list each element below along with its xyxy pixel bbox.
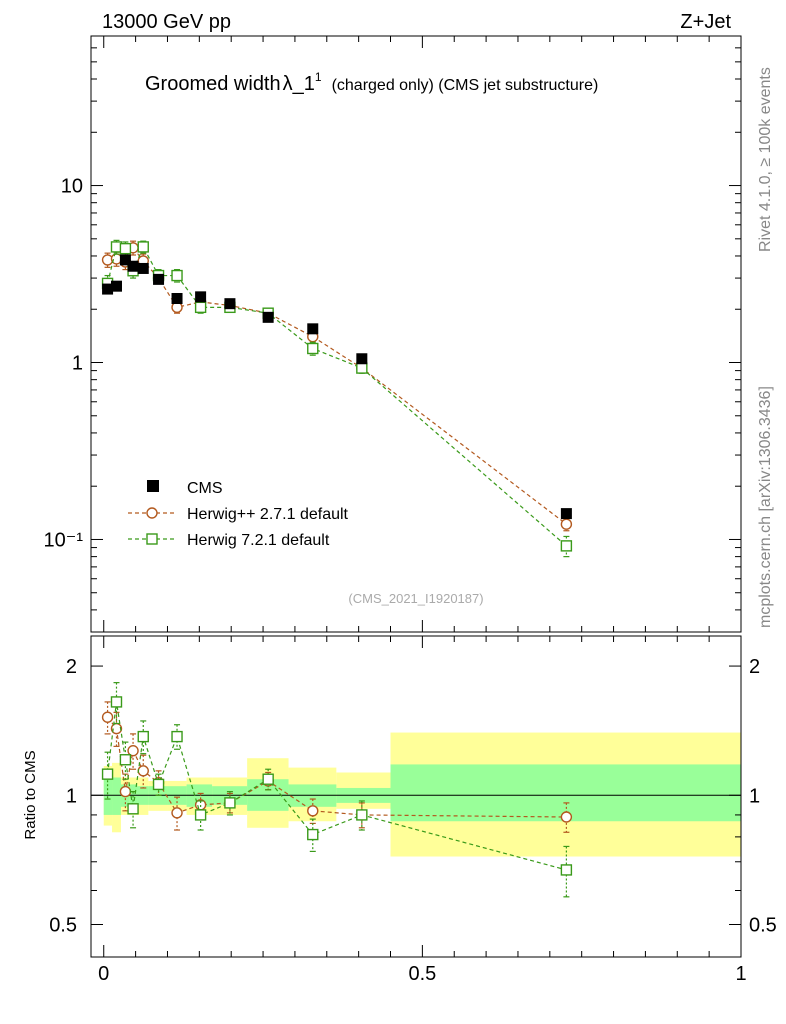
- main-plot-frame: [90, 35, 742, 633]
- data-point-cms: [224, 298, 236, 310]
- legend-label-herwig7: Herwig 7.2.1 default: [187, 532, 330, 549]
- rivet-label: Rivet 4.1.0, ≥ 100k events: [757, 67, 774, 252]
- ratio-y-tick-label: 0.5: [49, 914, 77, 936]
- data-point-herwig7: [110, 696, 123, 708]
- data-point-herwig7: [127, 803, 139, 815]
- title-superscript: 1: [315, 70, 322, 84]
- data-point-cms: [102, 283, 114, 295]
- ratio-plot: 0.5 0.5 1 1 2 2 0 0.5 1: [49, 635, 777, 985]
- header-left: 13000 GeV pp: [102, 11, 231, 33]
- data-point-herwigpp: [101, 711, 114, 723]
- data-point-herwig7: [560, 540, 573, 552]
- ratio-y-tick-label: 1: [66, 785, 77, 807]
- data-point-herwig7: [101, 768, 114, 780]
- x-tick-label: 1: [735, 963, 746, 985]
- ratio-y-tick-label-right: 2: [749, 656, 760, 678]
- data-point-cms: [262, 311, 274, 323]
- data-point-herwig7: [356, 809, 368, 821]
- title-subtitle: (charged only) (CMS jet substructure): [332, 77, 599, 94]
- x-tick-label: 0.5: [408, 963, 436, 985]
- data-point-herwig7: [560, 864, 573, 876]
- legend-marker-herwigpp: [146, 507, 158, 519]
- x-tick-label: 0: [98, 963, 109, 985]
- legend-label-herwigpp: Herwig++ 2.7.1 default: [187, 506, 349, 523]
- title-text: Groomed width: [145, 73, 281, 95]
- data-point-herwigpp: [171, 807, 183, 819]
- y-tick-label: 10⁻¹: [44, 529, 84, 551]
- legend-marker-cms: [147, 480, 159, 492]
- data-point-herwigpp: [307, 805, 319, 817]
- data-point-herwig7: [307, 828, 319, 841]
- data-point-herwig7: [171, 730, 183, 743]
- mcplots-label: mcplots.cern.ch [arXiv:1306.3436]: [757, 386, 774, 628]
- data-point-herwig7: [262, 773, 274, 785]
- ratio-ylabel: Ratio to CMS: [22, 750, 39, 839]
- data-point-herwig7: [307, 342, 319, 355]
- data-point-herwigpp: [119, 785, 132, 798]
- data-point-herwig7: [171, 269, 183, 282]
- data-point-herwig7: [152, 778, 165, 791]
- data-point-herwigpp: [127, 745, 139, 757]
- header-right: Z+Jet: [680, 11, 731, 33]
- main-plot: 1 10 10⁻¹: [44, 35, 742, 633]
- data-point-cms: [171, 292, 183, 304]
- legend-label-cms: CMS: [187, 480, 223, 497]
- ratio-plot-frame: [90, 635, 742, 958]
- analysis-label: (CMS_2021_I1920187): [348, 591, 483, 606]
- data-point-cms: [307, 323, 319, 335]
- data-point-herwig7: [137, 730, 149, 743]
- data-point-herwig7: [356, 362, 368, 374]
- data-point-herwigpp: [137, 765, 149, 777]
- plot-title: Groomed width λ_11 (charged only) (CMS jet…: [145, 70, 598, 95]
- ratio-y-tick-label-right: 0.5: [749, 914, 777, 936]
- data-point-herwigpp: [560, 518, 573, 530]
- data-point-cms: [137, 262, 149, 274]
- legend: CMS Herwig++ 2.7.1 default Herwig 7.2.1 …: [128, 480, 349, 549]
- y-tick-label: 1: [72, 353, 83, 375]
- y-tick-label: 10: [61, 176, 83, 198]
- title-symbol: λ_1: [283, 73, 315, 95]
- data-point-herwig7: [119, 754, 132, 766]
- series-line-circle: [107, 246, 567, 525]
- ratio-y-tick-label-right: 1: [749, 785, 760, 807]
- data-point-cms: [195, 291, 207, 303]
- data-point-herwig7: [137, 241, 149, 253]
- legend-marker-herwig7: [146, 533, 158, 545]
- data-point-herwig7: [194, 301, 207, 314]
- data-point-cms: [110, 280, 122, 292]
- ratio-y-tick-label: 2: [66, 656, 77, 678]
- data-point-cms: [153, 273, 165, 285]
- data-point-herwig7: [224, 797, 236, 809]
- data-point-herwigpp: [560, 811, 573, 823]
- series-line-square: [106, 245, 567, 547]
- data-point-cms: [119, 254, 131, 266]
- data-point-cms: [560, 508, 572, 520]
- data-point-herwig7: [119, 242, 132, 255]
- band-green: [112, 777, 121, 815]
- data-point-cms: [127, 260, 139, 272]
- data-point-cms: [356, 353, 368, 365]
- data-point-herwig7: [194, 809, 207, 821]
